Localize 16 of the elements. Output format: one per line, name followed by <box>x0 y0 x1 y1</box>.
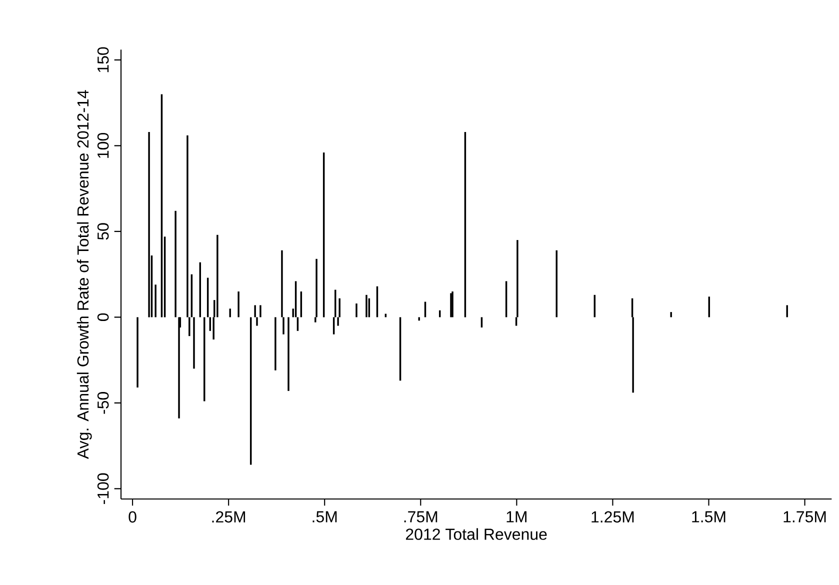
y-axis-title: Avg. Annual Growth Rate of Total Revenue 2012-14 <box>76 90 92 460</box>
x-axis-title: 2012 Total Revenue <box>406 528 547 540</box>
x-tick-label: 1.75M <box>784 511 826 522</box>
x-tick-label: 0 <box>128 511 136 523</box>
y-tick-label: -50 <box>97 392 109 414</box>
x-tick-label: 1.5M <box>692 511 726 522</box>
y-tick-label: 150 <box>97 47 109 72</box>
x-tick-label: 1.25M <box>592 511 634 523</box>
y-tick-label: 0 <box>97 313 109 322</box>
x-tick-label: .5M <box>312 511 337 522</box>
x-tick-label: .75M <box>404 511 438 522</box>
x-tick-label: .25M <box>212 511 246 523</box>
y-tick-label: 50 <box>97 223 109 240</box>
y-tick-label: 100 <box>97 132 109 158</box>
x-tick-label: 1M <box>506 511 526 522</box>
y-tick-label: -100 <box>97 473 109 504</box>
